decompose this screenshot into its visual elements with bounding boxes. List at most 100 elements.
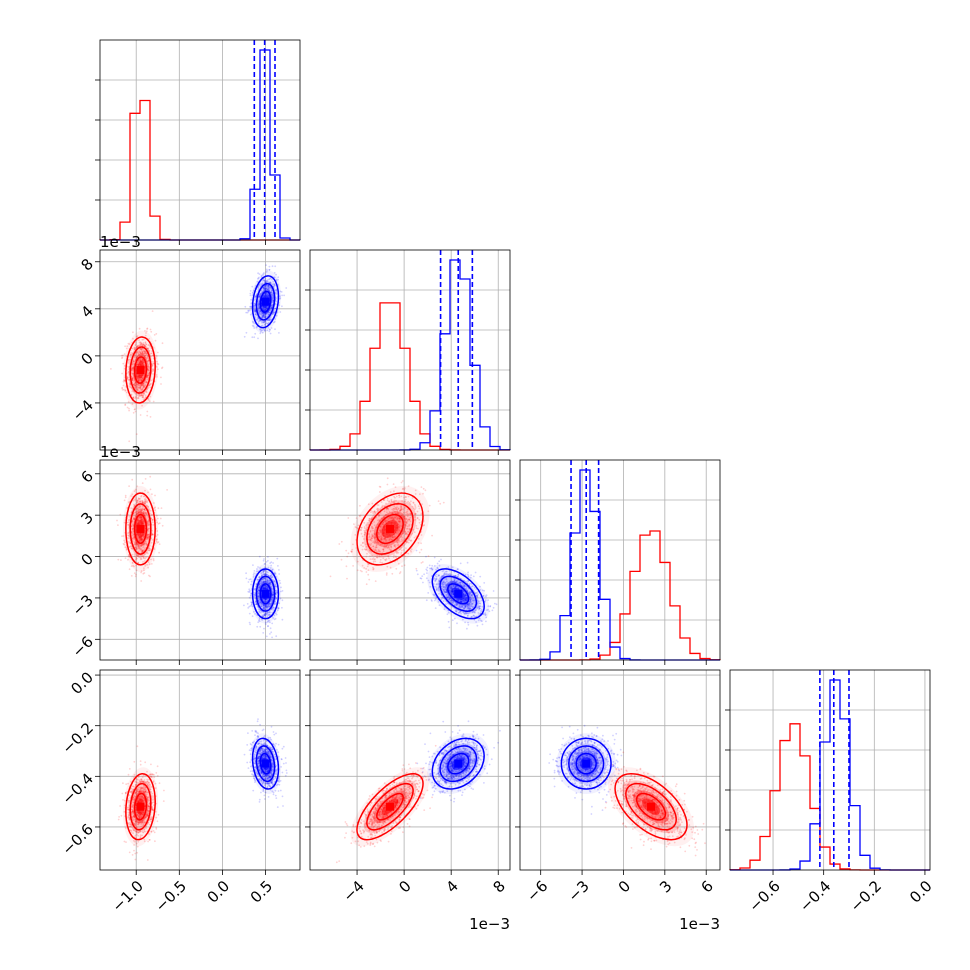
- sample-point: [347, 552, 350, 555]
- sample-point: [265, 322, 268, 324]
- sample-point: [142, 384, 145, 387]
- sample-point: [149, 328, 152, 331]
- sample-point: [157, 522, 160, 525]
- sample-point: [144, 502, 146, 504]
- sample-point: [137, 562, 140, 564]
- sample-point: [138, 556, 141, 558]
- sample-point: [156, 530, 159, 532]
- sample-point: [147, 527, 150, 530]
- sample-point: [139, 360, 142, 363]
- sample-point: [264, 277, 267, 280]
- sample-point: [138, 353, 141, 356]
- sample-point: [269, 281, 272, 284]
- sample-point: [270, 327, 273, 329]
- sample-point: [257, 305, 260, 307]
- sample-point: [138, 379, 140, 381]
- sample-point: [130, 386, 133, 389]
- sample-point: [132, 367, 135, 369]
- hist-panel-2: [515, 459, 721, 665]
- sample-point: [136, 510, 139, 513]
- sample-point: [138, 545, 141, 548]
- sample-point: [137, 509, 140, 512]
- sample-point: [134, 575, 137, 578]
- sample-point: [278, 332, 280, 334]
- sample-point: [146, 360, 148, 363]
- sample-point: [139, 352, 142, 354]
- sample-point: [151, 529, 154, 532]
- sample-point: [246, 603, 249, 605]
- sample-point: [145, 352, 148, 355]
- sample-point: [138, 497, 141, 500]
- sample-point: [125, 347, 128, 350]
- sample-point: [255, 295, 257, 298]
- sample-point: [267, 295, 270, 297]
- sample-point: [128, 485, 131, 487]
- sample-point: [135, 363, 138, 366]
- sample-point: [131, 368, 133, 371]
- sample-point: [270, 306, 272, 309]
- sample-point: [136, 547, 139, 550]
- sample-point: [132, 379, 135, 382]
- sample-point: [127, 362, 130, 364]
- sample-point: [145, 381, 148, 383]
- sample-point: [135, 498, 137, 500]
- sample-point: [474, 571, 477, 574]
- sample-point: [140, 571, 143, 574]
- sample-point: [262, 286, 265, 289]
- sample-point: [143, 343, 145, 346]
- sample-point: [131, 532, 134, 535]
- sample-point: [263, 287, 266, 290]
- sample-point: [147, 366, 149, 369]
- sample-point: [267, 312, 269, 315]
- sample-point: [156, 517, 159, 520]
- sample-point: [151, 352, 153, 355]
- sample-point: [134, 515, 137, 517]
- sample-point: [151, 533, 154, 536]
- sample-point: [135, 488, 137, 491]
- sample-point: [132, 536, 135, 538]
- sample-point: [135, 544, 137, 546]
- sample-point: [261, 282, 264, 285]
- sample-point: [146, 504, 149, 507]
- sample-point: [257, 287, 260, 289]
- sample-point: [139, 354, 142, 356]
- contour-blue: [255, 282, 276, 321]
- scatter-panel-2-1: [305, 459, 511, 665]
- sample-point: [270, 289, 273, 292]
- sample-point: [268, 278, 270, 281]
- hist-panel-1: [305, 249, 511, 455]
- sample-point: [266, 288, 269, 291]
- sample-point: [245, 331, 248, 334]
- sample-point: [158, 551, 161, 554]
- sample-point: [264, 289, 266, 291]
- sample-point: [152, 400, 155, 403]
- sample-point: [156, 514, 158, 517]
- sample-point: [262, 321, 265, 324]
- sample-point: [254, 309, 257, 312]
- sample-point: [270, 307, 273, 309]
- sample-point: [257, 276, 260, 279]
- sample-point: [147, 491, 149, 494]
- sample-point: [121, 387, 123, 390]
- sample-point: [143, 514, 146, 516]
- sample-point: [136, 389, 139, 392]
- sample-point: [257, 337, 259, 340]
- sample-point: [128, 378, 131, 381]
- sample-point: [264, 320, 267, 323]
- sample-point: [144, 352, 147, 355]
- sample-point: [264, 313, 267, 316]
- sample-point: [134, 359, 137, 361]
- sample-point: [271, 265, 274, 268]
- sample-point: [139, 351, 142, 353]
- sample-point: [268, 268, 271, 271]
- sample-point: [143, 553, 146, 555]
- sample-point: [133, 553, 136, 556]
- sample-point: [116, 519, 118, 522]
- sample-point: [139, 360, 142, 362]
- sample-point: [135, 534, 138, 536]
- sample-point: [431, 534, 433, 537]
- sample-point: [138, 498, 140, 501]
- sample-point: [415, 567, 418, 570]
- sample-point: [266, 279, 269, 281]
- sample-point: [268, 311, 271, 314]
